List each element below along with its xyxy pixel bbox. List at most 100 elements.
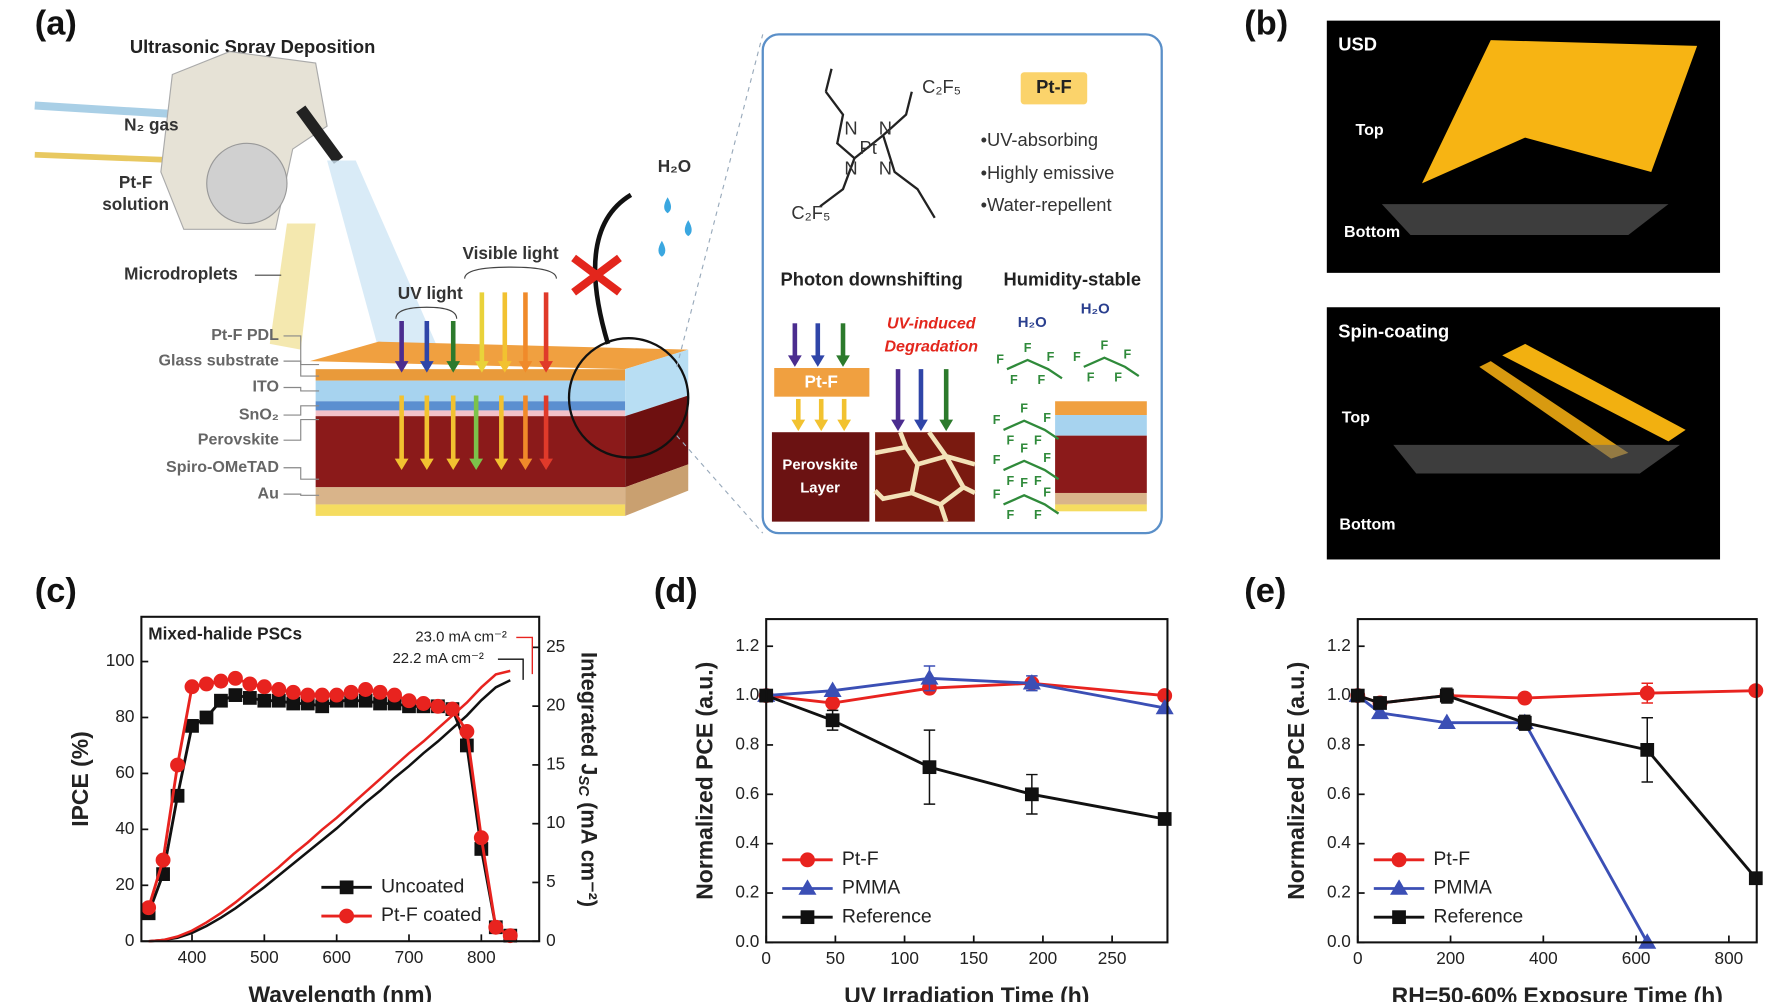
atom: F: [1020, 476, 1028, 490]
spray-cone: [269, 223, 316, 350]
y-axis-label: Normalized PCE (a.u.): [692, 662, 718, 900]
x-tick-label: 250: [1098, 948, 1127, 968]
atom: F: [1034, 508, 1042, 522]
annotation: 23.0 mA cm⁻²: [415, 629, 506, 645]
y2-label-part: SC: [575, 775, 591, 796]
marker: [920, 669, 939, 685]
arrow-head: [518, 361, 533, 373]
image-label: Top: [1355, 121, 1383, 139]
arrow-head: [469, 458, 484, 471]
y-tick-label: 1.2: [1327, 635, 1351, 655]
x-tick-label: 800: [467, 947, 496, 967]
layer: [315, 380, 626, 402]
marker: [1022, 674, 1041, 690]
heading: Photon downshifting: [781, 269, 963, 290]
side-face: [625, 464, 689, 516]
marker: [825, 713, 840, 728]
legend-label: Reference: [1433, 905, 1523, 927]
molecule: [819, 68, 936, 219]
x-tick-label: 50: [826, 948, 845, 968]
bullet: •UV-absorbing: [981, 129, 1098, 150]
marker: [1517, 715, 1532, 730]
arrow-head: [446, 361, 461, 373]
y-axis-label: Normalized PCE (a.u.): [1283, 662, 1309, 900]
y2-tick-label: 15: [546, 753, 565, 773]
marker: [387, 687, 402, 703]
pdl-box: [774, 368, 870, 397]
y2-tick-label: 5: [546, 871, 556, 891]
chain-bond: [1003, 459, 1060, 481]
arrow-head: [891, 419, 905, 432]
x-tick-label: 200: [1436, 948, 1465, 968]
plane: [1393, 444, 1680, 474]
jsc-line: [148, 669, 511, 943]
atom: C₂F₅: [922, 76, 961, 97]
marker: [372, 684, 388, 700]
degradation-label: Degradation: [884, 338, 978, 356]
droplets: [658, 197, 692, 257]
image-title: USD: [1338, 34, 1377, 55]
block-mark: [571, 254, 622, 296]
transducer: [206, 142, 288, 225]
perovskite-label: Perovskite: [782, 457, 857, 473]
marker: [227, 670, 243, 686]
marker: [800, 910, 815, 925]
brace: [395, 306, 458, 319]
arrow-head: [446, 458, 461, 471]
perovskite-box: [771, 432, 870, 522]
layer-top: [309, 341, 689, 370]
layer-label: Pt-F PDL: [211, 326, 279, 344]
image-label: Bottom: [1344, 223, 1400, 241]
layer: [315, 416, 626, 488]
arrow-head: [791, 419, 806, 432]
marker: [502, 928, 518, 944]
x-tick-label: 100: [890, 948, 919, 968]
solution-tube: [34, 151, 184, 164]
atom: Pt: [860, 137, 877, 158]
annotation-arrow: [497, 658, 524, 680]
series-line: [147, 693, 511, 937]
marker: [141, 900, 157, 916]
layer-label: Perovskite: [198, 430, 279, 448]
atom: F: [1043, 451, 1051, 465]
y2-tick-label: 20: [546, 695, 565, 715]
sprayer-body: [160, 51, 328, 230]
marker: [214, 693, 228, 708]
fluorescence: [1479, 361, 1629, 459]
bullet: •Water-repellent: [981, 194, 1112, 215]
chart: 400 500 600 700 800 0 20 40 60 80 100 0 5 10 15 20 25 Wav…: [67, 615, 565, 1002]
marker: [358, 682, 374, 697]
heading: Humidity-stable: [1004, 269, 1141, 290]
x-tick-label: 200: [1029, 948, 1058, 968]
layer: [315, 487, 626, 505]
atom: F: [1101, 339, 1109, 353]
marker: [1638, 933, 1657, 949]
label: Microdroplets: [124, 264, 238, 284]
atom: F: [1024, 341, 1032, 355]
marker: [184, 679, 200, 695]
atom: F: [1020, 402, 1028, 416]
marker: [488, 919, 504, 935]
layer-label: Glass substrate: [159, 351, 279, 369]
arrow-head: [539, 458, 553, 471]
marker: [257, 693, 272, 708]
marker: [1391, 852, 1407, 868]
panel-a: Ultrasonic Spray Deposition N₂ gas Pt-F …: [34, 33, 1163, 535]
atom: F: [1043, 411, 1051, 425]
jsc-line: [148, 679, 511, 943]
arrow-head: [539, 361, 553, 373]
brace: [464, 266, 557, 279]
atom: F: [1037, 373, 1045, 387]
arrow-head: [497, 361, 512, 373]
leader: [283, 386, 320, 392]
y2-tick-label: 25: [546, 636, 565, 656]
x-axis-label: UV Irradiation Time (h): [844, 982, 1089, 1002]
arrow-head: [837, 419, 852, 432]
mini-layer: [1055, 504, 1147, 512]
panel-label: (b): [1244, 4, 1288, 42]
leader: [283, 419, 320, 441]
marker: [155, 852, 171, 868]
panel-label: (d): [654, 572, 698, 610]
marker: [1437, 713, 1456, 730]
